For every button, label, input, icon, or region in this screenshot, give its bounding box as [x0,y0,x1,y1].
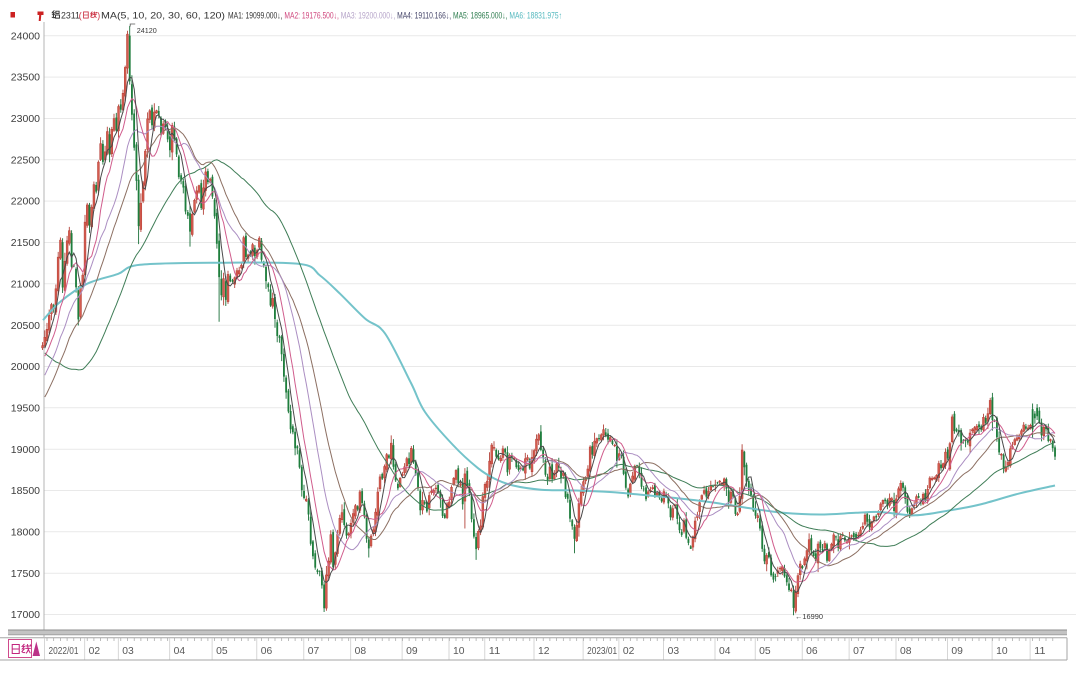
svg-text:09: 09 [406,646,418,657]
svg-text:05: 05 [216,646,228,657]
svg-text:05: 05 [759,646,771,657]
svg-text:17500: 17500 [11,568,40,580]
svg-text:19000: 19000 [11,444,40,456]
svg-text:2022/01: 2022/01 [49,646,79,657]
svg-text:22000: 22000 [11,196,40,208]
svg-text:10: 10 [996,646,1008,657]
svg-text:23500: 23500 [11,72,40,84]
svg-text:03: 03 [122,646,134,657]
svg-text:←16990: ←16990 [795,612,823,621]
svg-text:18500: 18500 [11,485,40,497]
svg-text:09: 09 [951,646,963,657]
svg-text:02: 02 [623,646,635,657]
svg-text:(: ( [79,10,82,20]
svg-text:): ) [97,10,100,20]
svg-text:04: 04 [174,646,186,657]
svg-text:12: 12 [538,646,550,657]
svg-text:MA(5, 10, 20, 30, 60, 120): MA(5, 10, 20, 30, 60, 120) [101,10,225,20]
svg-text:03: 03 [668,646,680,657]
svg-text:21500: 21500 [11,237,40,249]
svg-text:08: 08 [900,646,912,657]
svg-text:02: 02 [89,646,101,657]
svg-text:08: 08 [355,646,367,657]
svg-text:MA1: 19099.000↓, MA2: 19176.50: MA1: 19099.000↓, MA2: 19176.500↓, MA3: 1… [228,10,562,20]
svg-text:18000: 18000 [11,526,40,538]
svg-text:17000: 17000 [11,609,40,621]
svg-text:24000: 24000 [11,30,40,42]
svg-text:19500: 19500 [11,402,40,414]
svg-text:2311: 2311 [61,10,80,20]
svg-text:06: 06 [806,646,818,657]
svg-text:22500: 22500 [11,154,40,166]
svg-text:11: 11 [1034,646,1046,657]
svg-text:04: 04 [719,646,731,657]
svg-text:10: 10 [453,646,465,657]
svg-text:23000: 23000 [11,113,40,125]
svg-text:20000: 20000 [11,361,40,373]
svg-text:20500: 20500 [11,320,40,332]
svg-text:21000: 21000 [11,278,40,290]
svg-text:24120: 24120 [137,26,157,35]
svg-text:2023/01: 2023/01 [587,646,617,657]
svg-text:07: 07 [308,646,320,657]
svg-text:07: 07 [853,646,865,657]
svg-text:06: 06 [261,646,273,657]
svg-text:11: 11 [489,646,501,657]
